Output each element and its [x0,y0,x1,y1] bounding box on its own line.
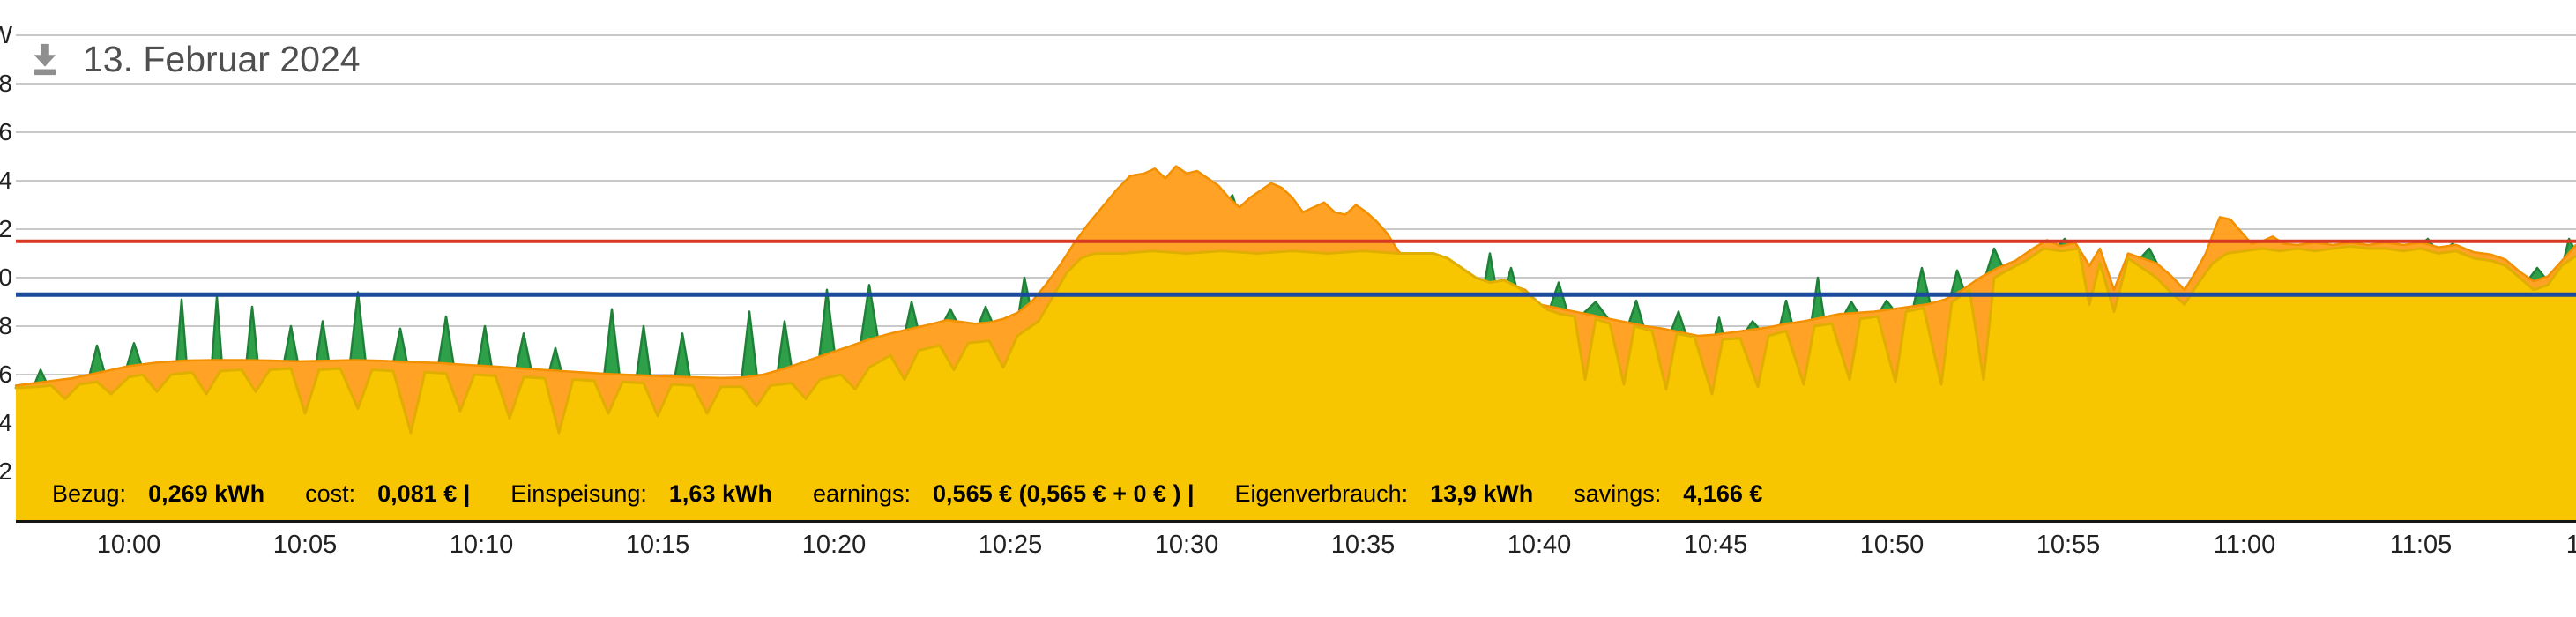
x-axis-label: 11:10 [2565,531,2576,559]
stat-value: 1,63 kWh [668,480,772,507]
x-axis-label: 10:55 [2036,531,2101,559]
x-axis-label: 10:35 [1330,531,1396,559]
x-axis-label: 10:10 [449,531,514,559]
x-axis-label: 10:00 [96,531,161,559]
stat-value: 0,269 kWh [148,480,265,507]
stat-value: 0,565 € (0,565 € + 0 € ) | [933,480,1195,507]
chart-title: 13. Februar 2024 [83,39,361,79]
y-axis-label: 0,4 [0,409,12,436]
x-axis-label: 10:50 [1859,531,1925,559]
x-axis-label: 10:20 [801,531,867,559]
y-axis-label: 1,4 [0,167,12,194]
x-axis-label: 10:05 [272,531,338,559]
stat-value: 13,9 kWh [1430,480,1534,507]
x-axis-label: 11:00 [2213,531,2276,559]
x-axis-label: 10:25 [978,531,1043,559]
y-axis-label: 0,2 [0,457,12,485]
x-axis-label: 10:40 [1507,531,1572,559]
x-axis-label: 10:45 [1683,531,1748,559]
y-axis-label: 1,2 [0,215,12,242]
stat-pair: cost: 0,081 € | [305,480,470,508]
y-axis-label: 0,6 [0,361,12,388]
chart-header: 13. Februar 2024 [25,39,361,80]
y-axis-label: 0,8 [0,312,12,339]
stat-label: Einspeisung: [510,480,647,507]
series-area-yellow [16,246,2576,520]
stat-label: Bezug: [52,480,127,507]
stat-value: 0,081 € | [377,480,471,507]
y-axis-label: 1,6 [0,118,12,145]
stat-label: cost: [305,480,356,507]
stats-bar: Bezug: 0,269 kWh cost: 0,081 € | Einspeisung… [52,480,1803,508]
series-line-yellow [14,244,2576,435]
y-axis-label: kW [0,21,12,48]
stat-pair: Bezug: 0,269 kWh [52,480,264,508]
stat-pair: Einspeisung: 1,63 kWh [510,480,772,508]
stat-pair: savings: 4,166 € [1574,480,1762,508]
stat-value: 4,166 € [1683,480,1763,507]
y-axis-label: 1,0 [0,264,12,291]
stat-label: earnings: [812,480,912,507]
stat-pair: Eigenverbrauch: 13,9 kWh [1235,480,1534,508]
download-icon[interactable] [25,41,65,78]
x-axis-label: 10:15 [625,531,690,559]
stat-label: savings: [1574,480,1662,507]
x-axis-label: 11:05 [2389,531,2453,559]
stat-pair: earnings: 0,565 € (0,565 € + 0 € ) | [813,480,1195,508]
y-axis-label: 1,8 [0,70,12,97]
x-axis-label: 10:30 [1154,531,1219,559]
stat-label: Eigenverbrauch: [1234,480,1409,507]
